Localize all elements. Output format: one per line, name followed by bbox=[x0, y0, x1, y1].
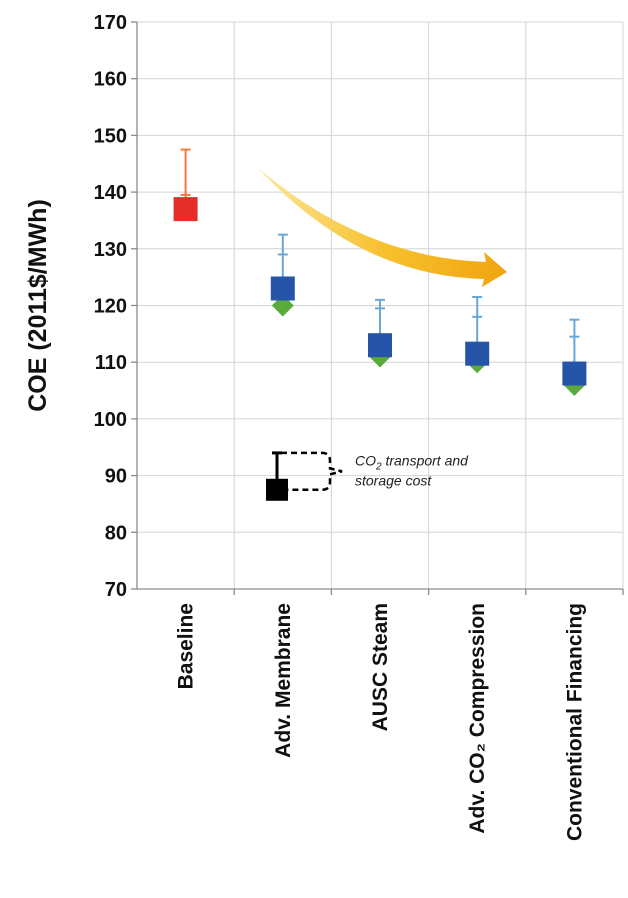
category-label: Baseline bbox=[175, 603, 198, 689]
note-sub: 2 bbox=[375, 461, 382, 472]
y-tick-label: 100 bbox=[94, 409, 127, 431]
transport-storage-note: CO2 transport and storage cost bbox=[266, 451, 469, 501]
axes bbox=[131, 21, 624, 595]
category-label: AUSC Steam bbox=[369, 603, 392, 731]
note-post: transport and bbox=[382, 452, 470, 468]
y-tick-label: 150 bbox=[94, 125, 127, 147]
y-tick-label: 120 bbox=[94, 296, 127, 318]
category-label: Adv. Membrane bbox=[272, 603, 295, 758]
y-tick-label: 110 bbox=[95, 352, 127, 374]
category-label: Conventional Financing bbox=[563, 603, 586, 841]
y-tick-label: 170 bbox=[94, 12, 127, 34]
y-axis-label: COE (2011$/MWh) bbox=[24, 199, 52, 412]
square-marker bbox=[562, 361, 587, 386]
note-text-line2: storage cost bbox=[355, 472, 432, 488]
square-marker bbox=[173, 197, 198, 222]
y-tick-label: 130 bbox=[94, 239, 127, 261]
y-tick-label: 80 bbox=[105, 522, 127, 544]
category-labels: Baseline Adv. Membrane AUSC Steam Adv. CO₂ … bbox=[175, 603, 587, 841]
y-tick-label: 160 bbox=[94, 69, 127, 91]
square-marker bbox=[368, 333, 392, 358]
note-text-line1: CO2 transport and bbox=[355, 452, 469, 472]
y-tick-labels: 70 80 90 100 110 120 130 140 150 160 170 bbox=[94, 12, 127, 601]
y-tick-label: 90 bbox=[105, 466, 127, 488]
markers bbox=[173, 197, 587, 396]
trend-arrow bbox=[258, 168, 507, 287]
y-tick-label: 70 bbox=[105, 579, 127, 601]
category-label: Adv. CO₂ Compression bbox=[466, 603, 489, 834]
note-marker bbox=[266, 478, 288, 501]
note-bracket bbox=[281, 451, 343, 492]
square-marker bbox=[270, 276, 295, 301]
y-tick-label: 140 bbox=[94, 182, 127, 204]
square-marker bbox=[465, 341, 490, 366]
note-co: CO bbox=[355, 452, 376, 468]
